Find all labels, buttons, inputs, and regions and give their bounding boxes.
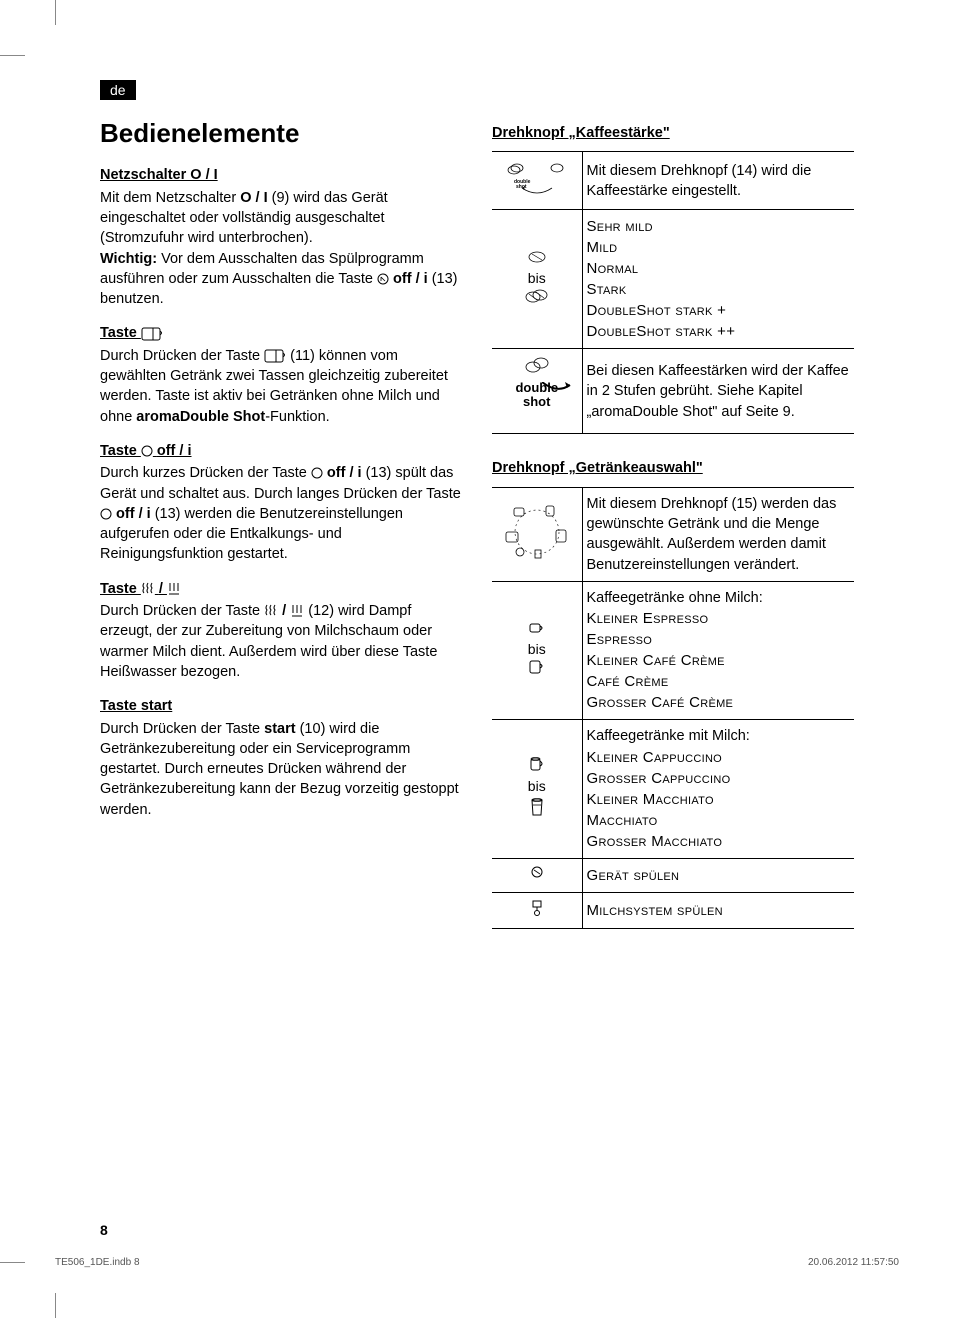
heading-netzschalter: Netzschalter O / I xyxy=(100,165,462,185)
bean-light-icon xyxy=(527,250,547,264)
mug-icon xyxy=(528,756,546,772)
netzschalter-p1: Mit dem Netzschalter O / I (9) wird das … xyxy=(100,188,462,249)
strength-range-icon-cell: bis xyxy=(492,210,582,349)
strength-intro-text: Mit diesem Drehknopf (14) wird die Kaffe… xyxy=(582,152,854,210)
strength-knob-icon-cell: double shot xyxy=(492,152,582,210)
drink-intro-text: Mit diesem Drehknopf (15) werden das gew… xyxy=(582,487,854,581)
taste-steam-p1: Durch Drücken der Taste / (12) wird Damp… xyxy=(100,601,462,682)
netzschalter-p2: Wichtig: Vor dem Ausschalten das Spülpro… xyxy=(100,249,462,310)
coffee-range-icon-cell: bis xyxy=(492,581,582,719)
heading-kaffeestaerke: Drehknopf „Kaffeestärke" xyxy=(492,123,854,143)
right-column: Drehknopf „Kaffeestärke" double shot xyxy=(492,115,854,929)
drink-knob-icon-cell xyxy=(492,487,582,581)
drink-selector-icon xyxy=(502,502,572,562)
steam-icon xyxy=(264,604,278,618)
taste-start-p1: Durch Drücken der Taste start (10) wird … xyxy=(100,719,462,820)
milk-rinse-text: Milchsystem spülen xyxy=(582,892,854,928)
eco-icon xyxy=(100,508,112,520)
milk-range-icon-cell: bis xyxy=(492,720,582,858)
glass-icon xyxy=(529,797,545,817)
taste-off-p1: Durch kurzes Drücken der Taste off / i (… xyxy=(100,463,462,564)
drink-table: Mit diesem Drehknopf (15) werden das gew… xyxy=(492,487,854,929)
doubleshot-text: Bei diesen Kaffeestärken wird der Kaffee… xyxy=(582,349,854,434)
milk-rinse-icon-cell xyxy=(492,892,582,928)
strength-knob-icon: double shot xyxy=(502,158,572,198)
beans-double-icon xyxy=(523,355,551,375)
milk-rinse-icon xyxy=(531,899,543,917)
heading-taste-cup: Taste xyxy=(100,323,462,343)
rinse-icon xyxy=(529,865,545,879)
bean-dark-icon xyxy=(525,288,549,304)
two-cups-icon xyxy=(264,348,286,364)
language-tab: de xyxy=(100,80,136,100)
print-timestamp: 20.06.2012 11:57:50 xyxy=(808,1257,899,1268)
eco-icon xyxy=(311,467,323,479)
page-number: 8 xyxy=(100,1222,854,1238)
heading-taste-start: Taste start xyxy=(100,696,462,716)
two-cups-icon xyxy=(141,326,163,342)
strength-table: double shot Mit diesem Drehknopf (14) wi… xyxy=(492,151,854,434)
print-info: TE506_1DE.indb 8 20.06.2012 11:57:50 xyxy=(55,1257,899,1268)
page-body: de Bedienelemente Netzschalter O / I Mit… xyxy=(0,0,954,979)
eco-icon xyxy=(377,273,389,285)
taste-cup-p1: Durch Drücken der Taste (11) können vom … xyxy=(100,346,462,427)
svg-text:shot: shot xyxy=(516,184,527,190)
milk-list-cell: Kaffeegetränke mit Milch: Kleiner Cappuc… xyxy=(582,720,854,858)
print-file: TE506_1DE.indb 8 xyxy=(55,1257,140,1268)
page-title: Bedienelemente xyxy=(100,115,462,151)
coffee-list-cell: Kaffeegetränke ohne Milch: Kleiner Espre… xyxy=(582,581,854,719)
warn-icon xyxy=(290,604,304,618)
left-column: Bedienelemente Netzschalter O / I Mit de… xyxy=(100,115,462,929)
arrow-icon xyxy=(542,382,572,394)
eco-icon xyxy=(141,445,153,457)
strength-levels-cell: Sehr mild Mild Normal Stark DoubleShot s… xyxy=(582,210,854,349)
steam-icon xyxy=(141,582,155,596)
heading-taste-off: Taste off / i xyxy=(100,441,462,461)
rinse-text: Gerät spülen xyxy=(582,858,854,892)
warn-icon xyxy=(167,582,181,596)
rinse-icon-cell xyxy=(492,858,582,892)
large-cup-icon xyxy=(528,659,546,675)
heading-getraenkeauswahl: Drehknopf „Getränkeauswahl" xyxy=(492,458,854,478)
small-cup-icon xyxy=(528,621,546,635)
heading-taste-steam: Taste / xyxy=(100,579,462,599)
doubleshot-icon-cell: doubleshot xyxy=(492,349,582,434)
